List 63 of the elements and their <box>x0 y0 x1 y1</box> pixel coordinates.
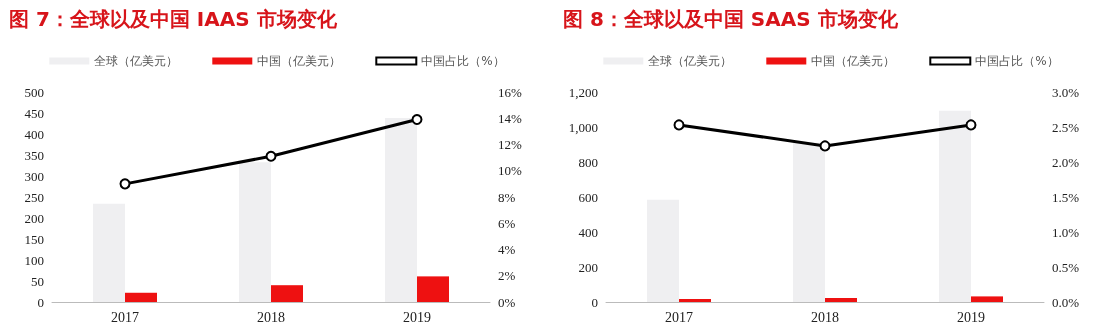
point <box>119 178 131 190</box>
y-tick-label: 200 <box>24 210 44 226</box>
legend-label: 全球（亿美元） <box>94 54 179 68</box>
y2-tick-label: 0% <box>498 294 516 310</box>
legend-label: 中国占比（%） <box>975 54 1059 68</box>
bar <box>971 296 1003 302</box>
y2-tick-label: 16% <box>498 84 522 100</box>
bar <box>647 199 679 302</box>
y-tick-label: 500 <box>24 84 44 100</box>
y2-tick-label: 4% <box>498 242 516 257</box>
x-tick-label: 2017 <box>665 309 693 325</box>
y-tick-label: 300 <box>24 168 44 184</box>
x-tick-label: 2019 <box>403 309 431 325</box>
x-tick-label: 2018 <box>811 309 839 325</box>
y-tick-label: 100 <box>24 252 44 268</box>
y-tick-label: 50 <box>31 273 44 289</box>
y-tick-label: 250 <box>24 189 44 205</box>
bar <box>825 297 857 302</box>
bar <box>385 118 417 302</box>
y-tick-label: 0 <box>591 294 598 310</box>
bar <box>271 285 303 302</box>
y2-tick-label: 10% <box>498 163 522 179</box>
y-tick-label: 1,000 <box>568 119 598 135</box>
y-tick-label: 0 <box>37 294 44 310</box>
chart-title: 图 8：全球以及中国 SAAS 市场变化 <box>563 7 899 31</box>
legend-label: 中国（亿美元） <box>257 54 342 68</box>
x-tick-label: 2019 <box>957 309 985 325</box>
bar <box>793 142 825 302</box>
y2-tick-label: 3.0% <box>1052 84 1080 100</box>
y-tick-label: 800 <box>578 154 598 170</box>
y2-tick-label: 8% <box>498 189 516 205</box>
y-tick-label: 150 <box>24 231 44 247</box>
y2-tick-label: 2.5% <box>1052 119 1080 135</box>
y-tick-label: 200 <box>578 259 598 275</box>
y2-tick-label: 14% <box>498 110 522 126</box>
bar <box>417 276 449 302</box>
bar <box>239 162 271 302</box>
y-tick-label: 1,200 <box>568 84 598 100</box>
chart-title: 图 7：全球以及中国 IAAS 市场变化 <box>9 7 338 31</box>
x-tick-label: 2018 <box>257 309 285 325</box>
y-tick-label: 450 <box>24 105 44 121</box>
y2-tick-label: 6% <box>498 215 516 231</box>
y2-tick-label: 0.0% <box>1052 294 1080 310</box>
legend-label: 中国占比（%） <box>421 54 505 68</box>
bar <box>939 110 971 302</box>
legend-label: 全球（亿美元） <box>648 54 733 68</box>
bar <box>125 292 157 302</box>
y2-tick-label: 1.0% <box>1052 224 1080 240</box>
y-tick-label: 400 <box>578 224 598 240</box>
y2-tick-label: 2% <box>498 268 516 284</box>
bar <box>679 299 711 302</box>
legend-label: 中国（亿美元） <box>811 54 896 68</box>
y2-tick-label: 2.0% <box>1052 154 1080 170</box>
y2-tick-label: 0.5% <box>1052 259 1080 275</box>
x-tick-label: 2017 <box>111 309 139 325</box>
point <box>265 150 277 162</box>
y2-tick-label: 12% <box>498 137 522 152</box>
y-tick-label: 600 <box>578 189 598 205</box>
y-tick-label: 400 <box>24 126 44 142</box>
y-tick-label: 350 <box>24 147 44 163</box>
point <box>411 114 423 126</box>
y2-tick-label: 1.5% <box>1052 189 1080 205</box>
bar <box>93 203 125 302</box>
